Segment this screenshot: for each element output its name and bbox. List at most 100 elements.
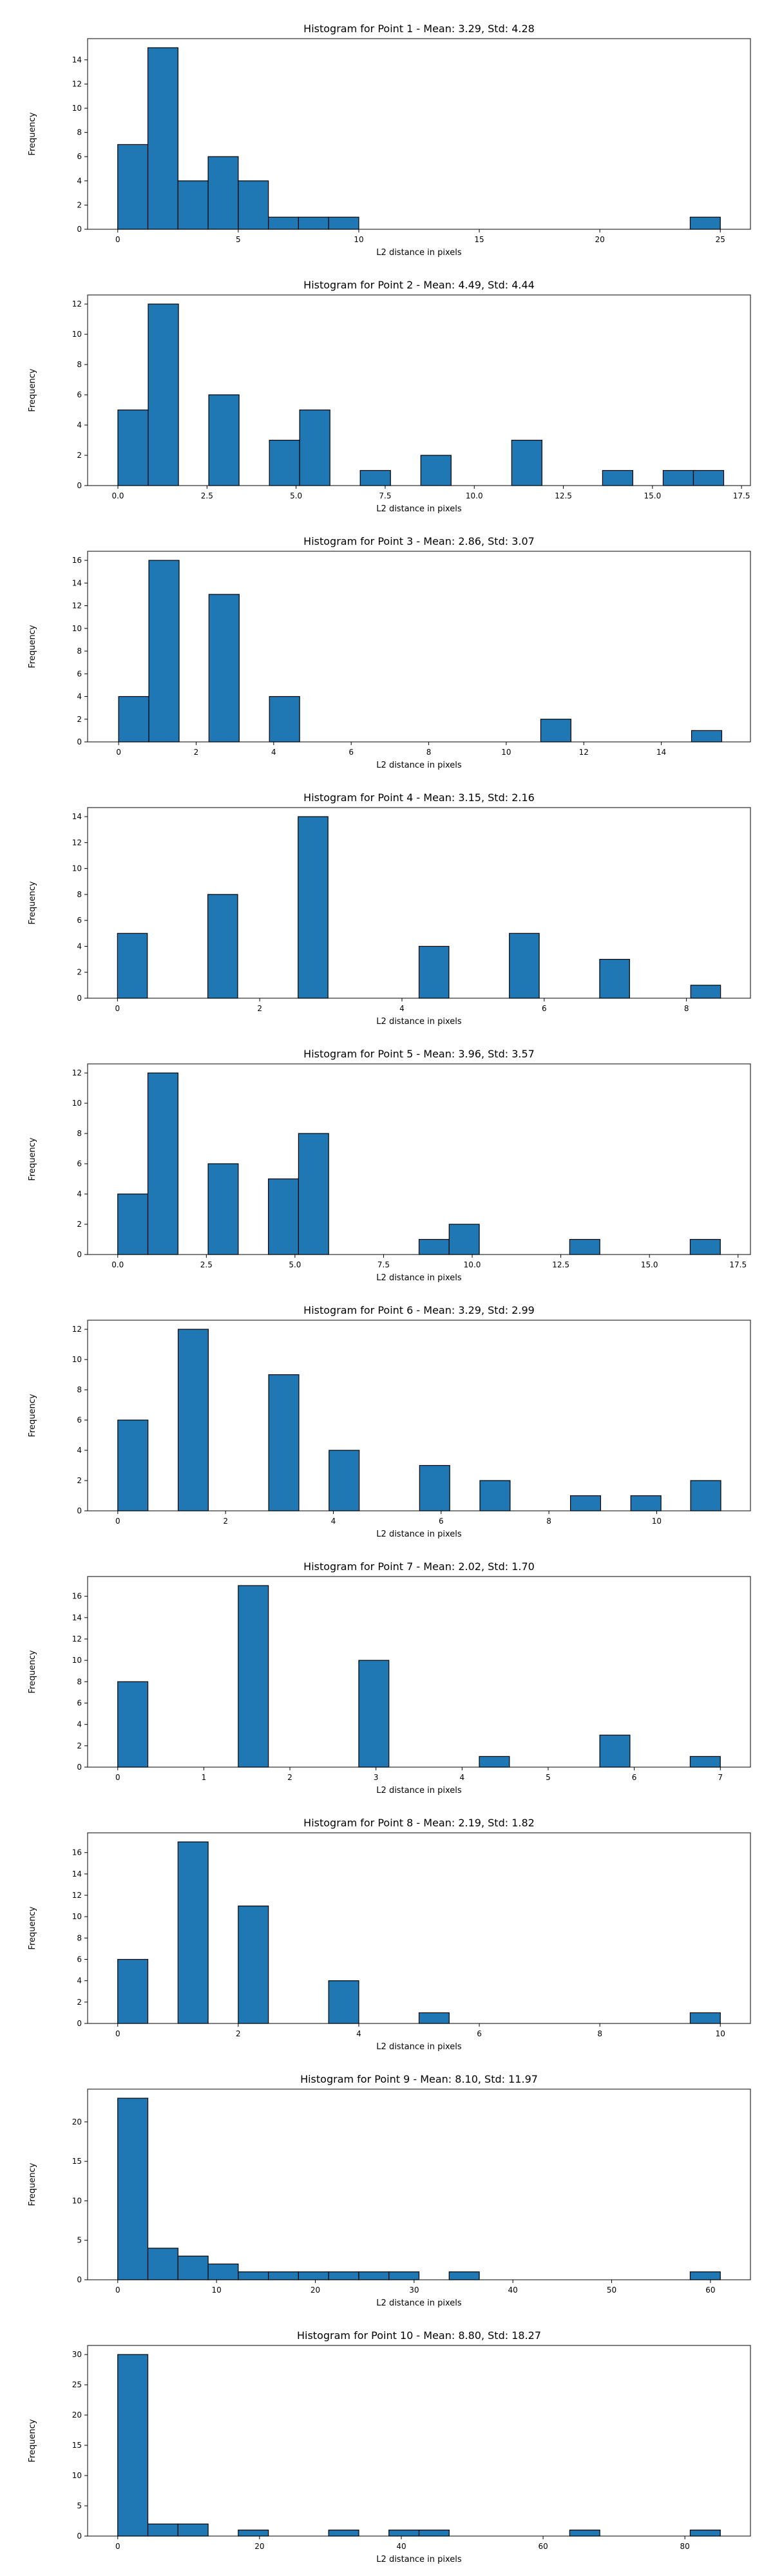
y-tick-label: 8 [77,1677,82,1686]
x-axis-label: L2 distance in pixels [376,1786,462,1795]
y-tick-label: 5 [77,2236,82,2245]
x-tick-label: 4 [356,2029,361,2038]
x-tick-label: 14 [656,748,666,757]
histogram-bar [148,560,180,743]
histogram-bar [689,2530,721,2537]
histogram-bar [238,1905,269,2024]
y-tick-label: 15 [72,2441,82,2450]
chart-title: Histogram for Point 10 - Mean: 8.80, Std… [297,2329,541,2342]
x-tick-label: 0 [115,2029,120,2038]
histogram-bar [177,1329,209,1511]
y-axis-label: Frequency [28,881,37,924]
histogram-bar [147,2248,178,2280]
y-tick-label: 10 [72,624,82,633]
histogram-bar [117,1681,149,1768]
x-tick-label: 2 [236,2029,241,2038]
x-tick-label: 50 [607,2286,616,2295]
histogram-bar [690,985,721,999]
histogram-bar [358,1660,390,1768]
histogram-bar [689,1756,721,1768]
y-tick-label: 2 [77,715,82,724]
histogram-bar [448,2271,480,2280]
x-tick-label: 0 [115,235,120,244]
chart-title: Histogram for Point 6 - Mean: 3.29, Std:… [303,1304,535,1316]
x-tick-label: 2.5 [200,1260,213,1269]
chart-title: Histogram for Point 4 - Mean: 3.15, Std:… [303,791,535,804]
x-tick-label: 5 [546,1773,551,1782]
histogram-bar [177,180,209,230]
histogram-bar [662,469,694,486]
x-tick-label: 2 [257,1004,262,1013]
histogram-panel-1: Histogram for Point 1 - Mean: 3.29, Std:… [28,23,751,258]
x-tick-label: 40 [508,2286,518,2295]
histogram-bar [692,469,725,486]
plot-frame [87,2088,751,2280]
histogram-bar [238,1585,269,1768]
x-axis-label: L2 distance in pixels [376,761,462,770]
histogram-bar [689,1238,721,1255]
x-axis-label: L2 distance in pixels [376,2555,462,2564]
histogram-bar [238,180,269,230]
histogram-bar [599,1734,631,1768]
y-tick-label: 14 [72,578,82,587]
histogram-bar [602,469,634,486]
y-tick-label: 0 [77,1506,82,1515]
histogram-bar [689,216,721,230]
histogram-bar [689,2012,721,2024]
histogram-bar [208,394,240,486]
histogram-bar [630,1495,662,1511]
y-tick-label: 0 [77,225,82,234]
x-axis-label: L2 distance in pixels [376,1017,462,1027]
x-tick-label: 0 [115,1004,120,1013]
x-tick-label: 6 [542,1004,547,1013]
x-tick-label: 2 [287,1773,292,1782]
x-tick-label: 10.0 [466,491,483,500]
y-tick-label: 14 [72,55,82,64]
y-tick-label: 6 [77,152,82,161]
y-tick-label: 25 [72,2380,82,2389]
y-tick-label: 4 [77,1189,82,1198]
y-tick-label: 2 [77,1220,82,1229]
y-tick-label: 4 [77,1976,82,1985]
y-tick-label: 2 [77,1476,82,1485]
x-tick-label: 8 [426,748,432,757]
histogram-panel-9: Histogram for Point 9 - Mean: 8.10, Std:… [28,2073,751,2308]
histogram-bar [419,1464,450,1511]
x-axis-label: L2 distance in pixels [376,504,462,514]
x-tick-label: 6 [632,1773,637,1782]
y-tick-label: 0 [77,481,82,490]
y-tick-label: 6 [77,1955,82,1964]
y-tick-label: 10 [72,104,82,113]
y-tick-label: 14 [72,1613,82,1622]
chart-title: Histogram for Point 3 - Mean: 2.86, Std:… [303,535,535,547]
histogram-bar [117,1193,149,1255]
histogram-bar [177,1841,209,2024]
chart-title: Histogram for Point 2 - Mean: 4.49, Std:… [303,279,535,291]
x-tick-label: 2 [223,1517,228,1526]
histogram-panel-4: Histogram for Point 4 - Mean: 3.15, Std:… [28,791,751,1027]
histogram-panel-5: Histogram for Point 5 - Mean: 3.96, Std:… [28,1048,751,1283]
x-axis-label: L2 distance in pixels [376,2042,462,2052]
x-tick-label: 20 [310,2286,320,2295]
x-tick-label: 8 [684,1004,689,1013]
y-tick-label: 14 [72,812,82,821]
x-tick-label: 0.0 [111,1260,124,1269]
histogram-bar [388,2530,420,2537]
x-tick-label: 5.0 [289,1260,301,1269]
x-tick-label: 17.5 [733,491,750,500]
y-tick-label: 0 [77,2275,82,2284]
plot-frame [87,1576,751,1768]
histogram-bar [479,1480,511,1511]
histogram-panel-8: Histogram for Point 8 - Mean: 2.19, Std:… [28,1817,751,2052]
x-tick-label: 6 [348,748,354,757]
y-tick-label: 0 [77,737,82,746]
histogram-bar [207,2263,239,2280]
y-tick-label: 6 [77,1416,82,1425]
histogram-bar [328,2271,359,2280]
histogram-bar [448,1224,480,1255]
y-tick-label: 12 [72,299,82,308]
y-axis-label: Frequency [28,368,37,412]
y-tick-label: 10 [72,864,82,873]
plot-frame [87,1320,751,1511]
